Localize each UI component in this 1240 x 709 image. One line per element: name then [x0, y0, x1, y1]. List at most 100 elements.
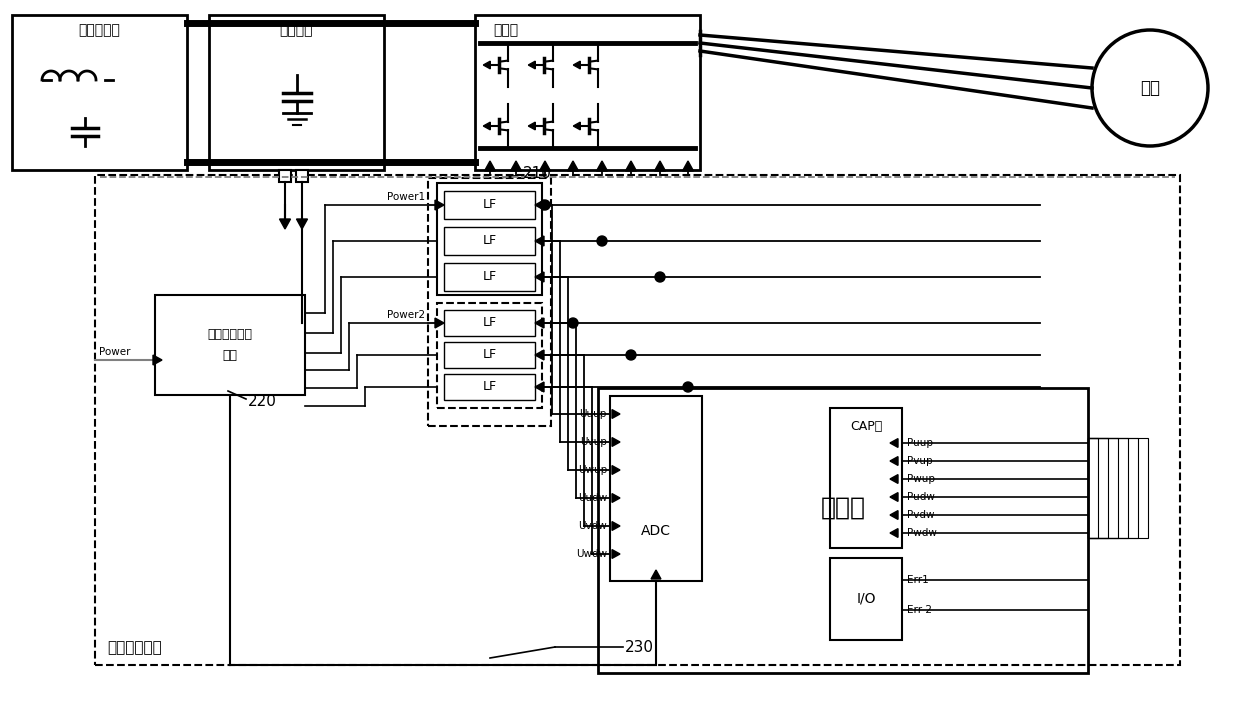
Text: 电机: 电机 [1140, 79, 1159, 97]
Text: 电压检测装置: 电压检测装置 [107, 640, 161, 655]
Text: LF: LF [482, 269, 496, 282]
Polygon shape [890, 439, 898, 447]
Polygon shape [596, 161, 608, 171]
Bar [830, 408, 901, 548]
Text: Uuup: Uuup [579, 409, 608, 419]
Text: LF: LF [482, 198, 496, 211]
Text: Uwdw: Uwdw [575, 549, 608, 559]
Polygon shape [534, 272, 544, 282]
Text: Uudw: Uudw [578, 493, 608, 503]
Polygon shape [435, 318, 444, 328]
Polygon shape [534, 236, 544, 246]
Polygon shape [528, 61, 536, 69]
Text: Pudw: Pudw [906, 492, 935, 502]
Bar [475, 15, 701, 170]
Circle shape [596, 236, 608, 246]
Bar [279, 170, 291, 182]
Polygon shape [534, 318, 544, 328]
Polygon shape [625, 161, 636, 171]
Polygon shape [573, 122, 580, 130]
Bar [444, 342, 534, 368]
Polygon shape [613, 437, 620, 447]
Text: ADC: ADC [641, 524, 671, 538]
Text: I/O: I/O [857, 592, 875, 606]
Text: 输入电压采样
模块: 输入电压采样 模块 [207, 328, 253, 362]
Bar [444, 191, 534, 219]
Bar [830, 558, 901, 640]
Polygon shape [279, 219, 290, 229]
Bar [210, 15, 384, 170]
Polygon shape [435, 200, 444, 210]
Polygon shape [484, 61, 490, 69]
Circle shape [568, 318, 578, 328]
Bar [1087, 438, 1109, 538]
Polygon shape [890, 510, 898, 520]
Bar [296, 170, 308, 182]
Polygon shape [613, 493, 620, 503]
Bar [444, 227, 534, 255]
Bar [1087, 438, 1128, 538]
Bar [95, 175, 1180, 665]
Bar [436, 183, 542, 295]
Polygon shape [534, 382, 544, 392]
Circle shape [626, 350, 636, 360]
Polygon shape [890, 529, 898, 537]
Bar [428, 178, 551, 426]
Text: 逆变器: 逆变器 [494, 23, 518, 37]
Text: Uwup: Uwup [578, 465, 608, 475]
Text: Uvup: Uvup [580, 437, 608, 447]
Bar [1087, 438, 1118, 538]
Text: 控制器: 控制器 [821, 496, 866, 520]
Text: Pvdw: Pvdw [906, 510, 935, 520]
Polygon shape [890, 457, 898, 465]
Text: 230: 230 [625, 640, 653, 654]
Text: LF: LF [482, 316, 496, 328]
Text: LF: LF [482, 379, 496, 393]
Text: LF: LF [482, 347, 496, 360]
Bar [1087, 438, 1138, 538]
Polygon shape [890, 493, 898, 501]
Text: Pwup: Pwup [906, 474, 935, 484]
Polygon shape [539, 161, 551, 171]
Circle shape [683, 382, 693, 392]
Bar [444, 263, 534, 291]
Polygon shape [528, 122, 536, 130]
Text: 220: 220 [248, 394, 277, 410]
Polygon shape [613, 410, 620, 418]
Text: Power1: Power1 [387, 192, 425, 202]
Polygon shape [568, 161, 579, 171]
Text: Pvup: Pvup [906, 456, 932, 466]
Polygon shape [296, 219, 308, 229]
Polygon shape [613, 549, 620, 559]
Polygon shape [682, 161, 693, 171]
Bar [444, 374, 534, 400]
Bar [12, 15, 187, 170]
Polygon shape [890, 474, 898, 484]
Polygon shape [651, 570, 661, 579]
Circle shape [539, 200, 551, 210]
Text: Power: Power [99, 347, 130, 357]
Text: Err1: Err1 [906, 575, 929, 585]
Polygon shape [534, 200, 544, 210]
Bar [1087, 438, 1097, 538]
Polygon shape [534, 350, 544, 360]
Bar [1087, 438, 1148, 538]
Text: 总线电容: 总线电容 [280, 23, 314, 37]
Text: Puup: Puup [906, 438, 932, 448]
Polygon shape [573, 61, 580, 69]
Polygon shape [153, 355, 162, 365]
Text: LF: LF [482, 233, 496, 247]
Polygon shape [511, 161, 522, 171]
Polygon shape [655, 161, 666, 171]
Bar [610, 396, 702, 581]
Text: Pwdw: Pwdw [906, 528, 937, 538]
Bar [436, 303, 542, 408]
Text: CAP口: CAP口 [849, 420, 882, 433]
Bar [444, 310, 534, 336]
Polygon shape [485, 161, 496, 171]
Text: 210: 210 [523, 165, 552, 181]
Text: Uvdw: Uvdw [578, 521, 608, 531]
Polygon shape [613, 466, 620, 474]
Bar [155, 295, 305, 395]
Polygon shape [613, 522, 620, 530]
